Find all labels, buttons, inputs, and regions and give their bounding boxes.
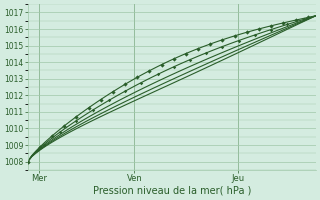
X-axis label: Pression niveau de la mer( hPa ): Pression niveau de la mer( hPa ) xyxy=(92,186,251,196)
